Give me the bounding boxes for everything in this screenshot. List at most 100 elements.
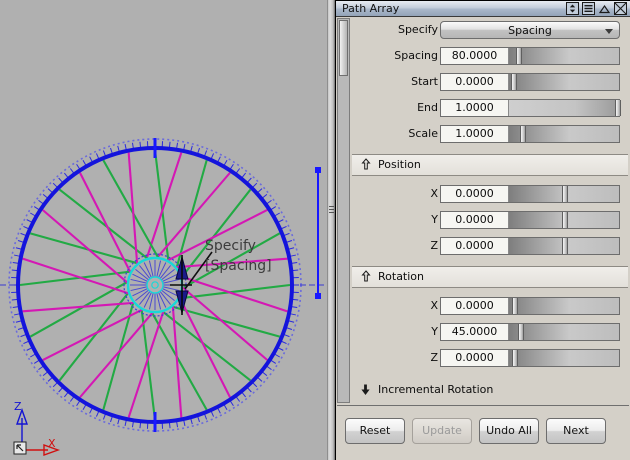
cad-canvas[interactable]: Specify [Spacing] Z X	[0, 0, 327, 460]
panel-scrollbar[interactable]	[337, 18, 350, 403]
main-end-slider-track[interactable]	[509, 100, 619, 116]
position-y-slider-handle[interactable]	[562, 212, 568, 228]
rotation-x-slider-handle[interactable]	[512, 298, 518, 314]
rotation-x-value[interactable]: 0.0000	[441, 298, 509, 314]
wheel-hub	[123, 253, 187, 317]
section-header-position[interactable]: Position	[352, 154, 628, 176]
row-position-y: Y 0.0000	[352, 208, 628, 234]
close-icon[interactable]	[614, 2, 627, 15]
main-scale-value[interactable]: 1.0000	[441, 126, 509, 142]
section-label-position: Position	[378, 158, 421, 171]
spoke	[153, 172, 231, 262]
panel-titlebar[interactable]: Path Array	[336, 1, 630, 17]
spoke	[171, 301, 183, 418]
spoke	[79, 308, 157, 398]
main-scale-slider-handle[interactable]	[520, 126, 526, 142]
expanded-arrow-icon	[361, 158, 371, 170]
rotation-x-control[interactable]: 0.0000	[440, 297, 620, 315]
array-path-line[interactable]	[315, 167, 321, 299]
position-z-field[interactable]: 0.0000	[440, 237, 620, 255]
panel-splitter[interactable]	[327, 0, 335, 460]
position-x-slider-handle[interactable]	[562, 186, 568, 202]
rotation-z-field[interactable]: 0.0000	[440, 349, 620, 367]
label-main-start: Start	[411, 75, 438, 88]
label-main-spacing: Spacing	[394, 49, 438, 62]
position-y-control[interactable]: 0.0000	[440, 211, 620, 229]
spoke	[163, 209, 268, 264]
undo-all-button[interactable]: Undo All	[479, 418, 539, 444]
panel-title: Path Array	[342, 2, 400, 15]
collapse-triangle-icon[interactable]	[598, 2, 611, 15]
position-x-field[interactable]: 0.0000	[440, 185, 620, 203]
main-spacing-control[interactable]: 80.0000	[440, 47, 620, 65]
position-y-value[interactable]: 0.0000	[441, 212, 509, 228]
main-end-slider-handle[interactable]	[615, 100, 621, 116]
rotation-x-field[interactable]: 0.0000	[440, 297, 620, 315]
bicycle-wheel-drawing	[8, 138, 302, 432]
button-row: Reset Update Undo All Next	[345, 418, 606, 444]
path-endpoint-bottom[interactable]	[315, 293, 321, 299]
main-scale-field[interactable]: 1.0000	[440, 125, 620, 143]
main-start-value[interactable]: 0.0000	[441, 74, 509, 90]
resize-vertical-icon[interactable]	[566, 2, 579, 15]
titlebar-icon-group	[566, 2, 627, 15]
position-y-field[interactable]: 0.0000	[440, 211, 620, 229]
rotation-z-control[interactable]: 0.0000	[440, 349, 620, 367]
rotation-y-field[interactable]: 45.0000	[440, 323, 620, 341]
cad-drawing: Specify [Spacing] Z X	[0, 138, 327, 456]
specify-dropdown-value: Spacing	[508, 24, 552, 37]
expanded-arrow-icon	[361, 270, 371, 282]
collapsed-section-group: Incremental RotationControl Options	[352, 378, 628, 403]
spoke	[22, 301, 139, 313]
main-spacing-slider-track[interactable]	[509, 48, 619, 64]
main-start-field[interactable]: 0.0000	[440, 73, 620, 91]
spoke	[79, 172, 134, 277]
splitter-grip[interactable]	[329, 206, 334, 217]
position-z-value[interactable]: 0.0000	[441, 238, 509, 254]
reset-button[interactable]: Reset	[345, 418, 405, 444]
collapsed-section-label-incremental-rotation: Incremental Rotation	[378, 383, 494, 396]
main-end-value[interactable]: 1.0000	[441, 100, 509, 116]
spoke	[127, 306, 166, 418]
rotation-z-slider-track[interactable]	[509, 350, 619, 366]
specify-control[interactable]: Spacing	[440, 21, 620, 39]
rotation-y-slider-handle[interactable]	[518, 324, 524, 340]
row-position-z: Z 0.0000	[352, 234, 628, 260]
rotation-field-group: X 0.0000 Y 45.0000 Z 0.0000	[352, 294, 628, 372]
label-main-scale: Scale	[408, 127, 438, 140]
rotation-y-value[interactable]: 45.0000	[441, 324, 509, 340]
main-start-control[interactable]: 0.0000	[440, 73, 620, 91]
position-z-control[interactable]: 0.0000	[440, 237, 620, 255]
rotation-y-control[interactable]: 45.0000	[440, 323, 620, 341]
main-end-field[interactable]: 1.0000	[440, 99, 621, 117]
main-scale-slider-track[interactable]	[509, 126, 619, 142]
rotation-x-slider-track[interactable]	[509, 298, 619, 314]
row-rotation-x: X 0.0000	[352, 294, 628, 320]
rotation-z-value[interactable]: 0.0000	[441, 350, 509, 366]
main-scale-control[interactable]: 1.0000	[440, 125, 620, 143]
main-spacing-field[interactable]: 80.0000	[440, 47, 620, 65]
spoke	[22, 257, 134, 296]
section-header-rotation[interactable]: Rotation	[352, 266, 628, 288]
label-position-y: Y	[431, 213, 438, 226]
rotation-z-slider-handle[interactable]	[512, 350, 518, 366]
annotation-line-1: Specify	[205, 238, 256, 254]
position-x-value[interactable]: 0.0000	[441, 186, 509, 202]
position-z-slider-handle[interactable]	[562, 238, 568, 254]
menu-list-icon[interactable]	[582, 2, 595, 15]
main-spacing-value[interactable]: 80.0000	[441, 48, 509, 64]
label-rotation-y: Y	[431, 325, 438, 338]
main-start-slider-track[interactable]	[509, 74, 619, 90]
position-x-control[interactable]: 0.0000	[440, 185, 620, 203]
label-position-x: X	[430, 187, 438, 200]
collapsed-section-incremental-rotation[interactable]: Incremental Rotation	[352, 378, 628, 403]
main-spacing-slider-handle[interactable]	[516, 48, 522, 64]
panel-form-body: Specify Spacing Spacing 80.0000 Start 0.000…	[352, 18, 628, 403]
next-button[interactable]: Next	[546, 418, 606, 444]
specify-dropdown[interactable]: Spacing	[440, 21, 620, 39]
path-endpoint-top[interactable]	[315, 167, 321, 173]
rotation-y-slider-track[interactable]	[509, 324, 619, 340]
main-start-slider-handle[interactable]	[511, 74, 517, 90]
main-end-control[interactable]: 1.0000	[440, 99, 621, 117]
scrollbar-thumb[interactable]	[339, 20, 348, 76]
